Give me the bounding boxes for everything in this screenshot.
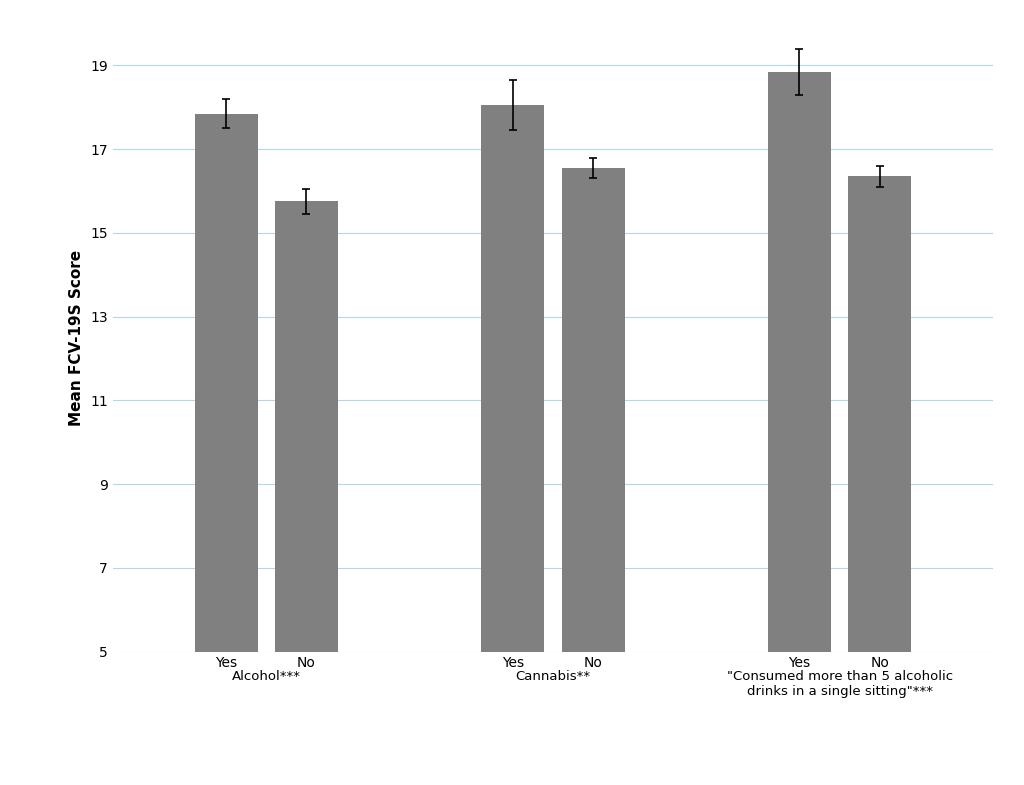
Text: Alcohol***: Alcohol*** bbox=[231, 670, 301, 684]
Text: "Consumed more than 5 alcoholic
drinks in a single sitting"***: "Consumed more than 5 alcoholic drinks i… bbox=[727, 670, 952, 699]
Bar bbox=[848, 177, 911, 652]
Text: Cannabis**: Cannabis** bbox=[515, 670, 591, 684]
Bar bbox=[274, 202, 338, 652]
Bar bbox=[768, 71, 831, 652]
Bar bbox=[195, 114, 258, 652]
Bar bbox=[561, 168, 625, 652]
Bar bbox=[481, 105, 545, 652]
Y-axis label: Mean FCV-19S Score: Mean FCV-19S Score bbox=[70, 250, 84, 425]
